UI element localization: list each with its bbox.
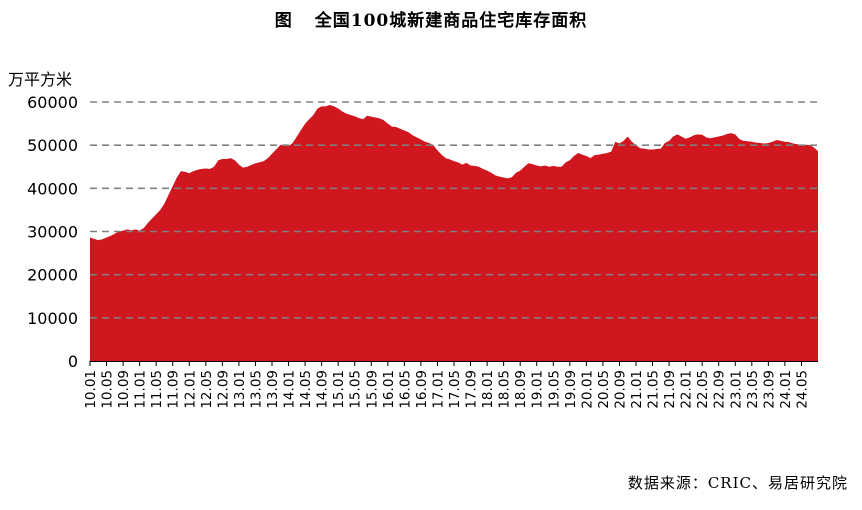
x-tick-label: 21.01: [629, 370, 645, 409]
x-tick-label: 19.01: [530, 370, 546, 409]
x-tick-label: 16.05: [397, 370, 413, 409]
x-tick-label: 22.01: [679, 370, 695, 409]
x-tick-label: 22.05: [695, 370, 711, 409]
x-tick-label: 20.01: [579, 370, 595, 409]
x-tick-label: 15.05: [348, 370, 364, 409]
x-tick-label: 11.09: [166, 370, 182, 409]
figure-label: 图: [274, 11, 293, 31]
x-tick-label: 23.09: [761, 370, 777, 409]
x-tick-label: 18.01: [480, 370, 496, 409]
x-tick-label: 10.05: [100, 370, 116, 409]
x-tick-label: 11.01: [133, 370, 149, 409]
x-tick-label: 20.05: [596, 370, 612, 409]
x-tick-label: 13.01: [232, 370, 248, 409]
x-tick-label: 17.01: [430, 370, 446, 409]
x-tick-label: 16.01: [381, 370, 397, 409]
x-tick-label: 19.05: [546, 370, 562, 409]
x-tick-label: 14.05: [298, 370, 314, 409]
x-tick-label: 16.09: [414, 370, 430, 409]
x-tick-label: 18.05: [497, 370, 513, 409]
chart-title-text: 全国100城新建商品住宅库存面积: [314, 11, 588, 31]
y-tick-label: 30000: [27, 223, 78, 242]
x-tick-label: 17.05: [447, 370, 463, 409]
x-tick-label: 21.05: [646, 370, 662, 409]
y-tick-label: 60000: [27, 93, 78, 112]
y-tick-label: 0: [68, 352, 78, 371]
x-tick-label: 13.05: [248, 370, 264, 409]
x-tick-label: 18.09: [513, 370, 529, 409]
x-tick-label: 23.05: [745, 370, 761, 409]
x-tick-label: 14.01: [282, 370, 298, 409]
data-source: 数据来源：CRIC、易居研究院: [627, 474, 848, 492]
y-tick-label: 10000: [27, 309, 78, 328]
x-tick-label: 13.09: [265, 370, 281, 409]
x-tick-label: 21.09: [662, 370, 678, 409]
y-tick-label: 40000: [27, 179, 78, 198]
area-series: [90, 105, 818, 362]
x-tick-label: 24.01: [778, 370, 794, 409]
x-tick-label: 20.09: [612, 370, 628, 409]
x-tick-label: 22.09: [712, 370, 728, 409]
chart-title: 图 全国100城新建商品住宅库存面积: [0, 6, 862, 31]
x-tick-label: 12.01: [182, 370, 198, 409]
x-tick-label: 23.01: [728, 370, 744, 409]
x-tick-label: 12.09: [215, 370, 231, 409]
x-tick-label: 24.05: [794, 370, 810, 409]
y-axis-label: 万平方米: [8, 70, 73, 89]
x-tick-label: 19.09: [563, 370, 579, 409]
x-tick-label: 17.09: [464, 370, 480, 409]
x-tick-label: 11.05: [149, 370, 165, 409]
y-tick-label: 20000: [27, 266, 78, 285]
x-tick-label: 15.01: [331, 370, 347, 409]
x-tick-label: 10.09: [116, 370, 132, 409]
x-tick-label: 10.01: [83, 370, 99, 409]
x-tick-label: 14.09: [315, 370, 331, 409]
x-tick-label: 15.09: [364, 370, 380, 409]
y-tick-label: 50000: [27, 136, 78, 155]
x-tick-label: 12.05: [199, 370, 215, 409]
